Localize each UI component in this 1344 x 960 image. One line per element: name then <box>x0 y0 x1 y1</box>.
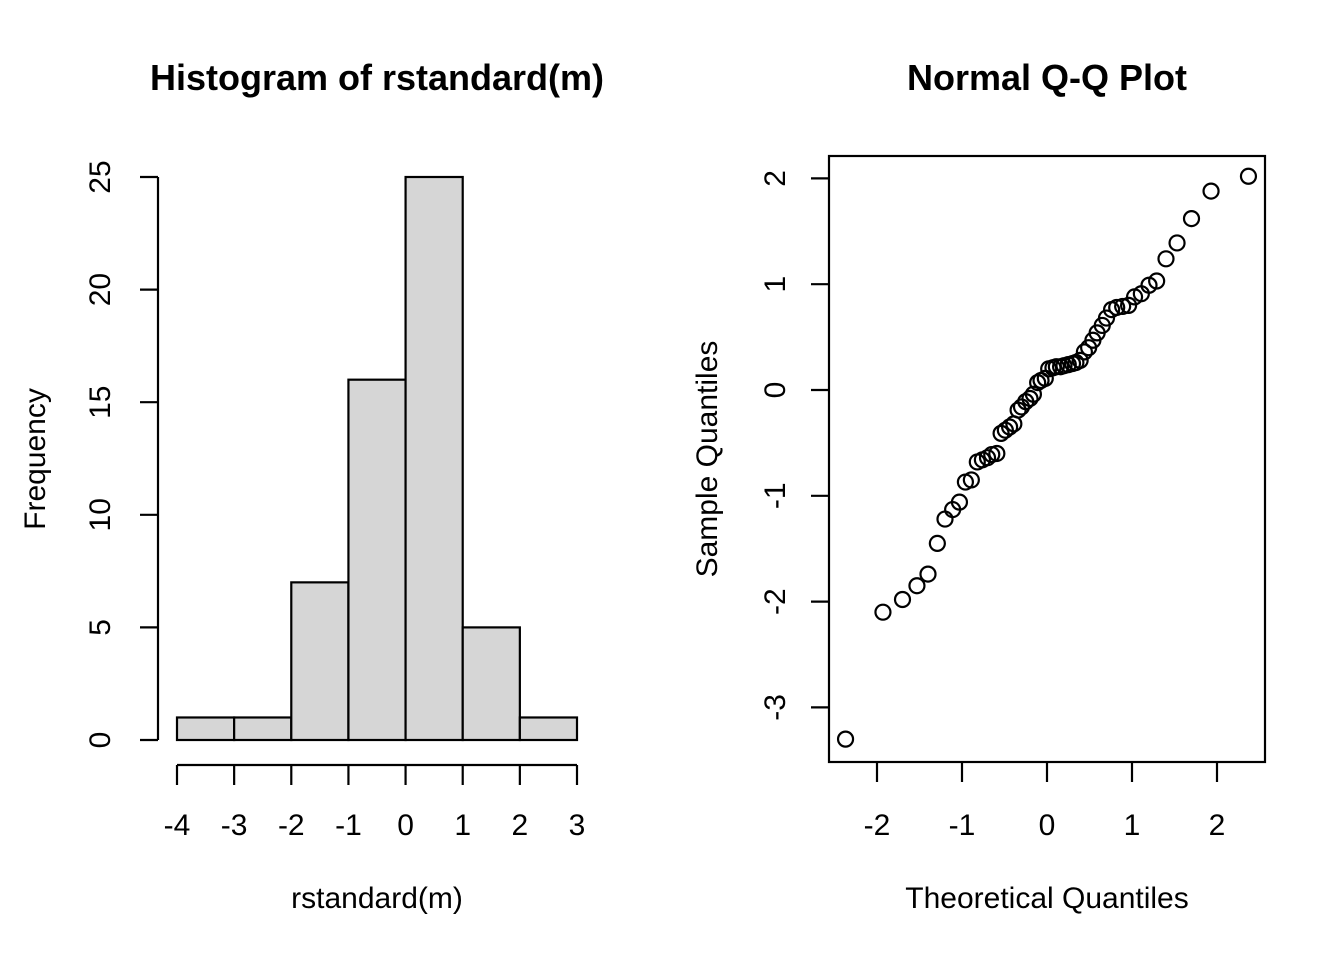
data-point <box>1148 272 1166 290</box>
data-point <box>1157 250 1175 268</box>
qq-title: Normal Q-Q Plot <box>907 57 1187 98</box>
x-tick-label: -1 <box>335 809 362 842</box>
hist-y-axis: 0 5 10 15 20 25 <box>84 160 160 749</box>
qq-x-axis-title: Theoretical Quantiles <box>905 882 1188 915</box>
data-point <box>1168 234 1186 252</box>
histogram-bars <box>175 175 579 742</box>
histogram-bar <box>347 378 407 742</box>
data-point <box>919 565 937 583</box>
y-tick-label: -2 <box>759 588 792 615</box>
hist-y-axis-title: Frequency <box>19 388 52 530</box>
data-point <box>1097 309 1116 327</box>
data-point <box>1024 385 1042 403</box>
x-tick-label: 2 <box>1209 809 1226 842</box>
data-point <box>1021 389 1039 408</box>
data-point <box>1047 358 1065 376</box>
x-tick-label: -2 <box>864 809 891 842</box>
qq-y-axis-title: Sample Quantiles <box>691 341 724 578</box>
y-tick-label: 0 <box>759 382 792 399</box>
histogram-bar <box>175 716 236 742</box>
x-tick-label: -4 <box>164 809 191 842</box>
data-point <box>1108 298 1126 317</box>
hist-title: Histogram of rstandard(m) <box>150 57 604 98</box>
data-point <box>1182 210 1201 228</box>
qq-plot: 2 1 0 -1 -2 -3 -2 -1 0 1 2 Theoretical Quantiles Sam… <box>691 57 1267 915</box>
histogram-bar <box>461 626 521 742</box>
x-tick-label: 1 <box>1124 809 1141 842</box>
data-point <box>978 449 997 467</box>
histogram-bar <box>518 716 579 742</box>
data-point <box>936 510 954 528</box>
data-point <box>1120 296 1138 314</box>
y-tick-label: -3 <box>759 694 792 721</box>
histogram-bar <box>290 581 350 742</box>
data-point <box>962 471 980 489</box>
x-tick-label: 1 <box>454 809 471 842</box>
x-tick-label: -2 <box>278 809 305 842</box>
x-tick-label: -1 <box>949 809 976 842</box>
data-point <box>950 493 969 511</box>
hist-x-axis: -4 -3 -2 -1 0 1 2 3 <box>164 763 586 842</box>
histogram-plot: 0 5 10 15 20 25 -4 -3 -2 -1 0 1 2 3 rstandard(m) Freque… <box>19 57 604 915</box>
y-tick-label: 0 <box>84 732 117 749</box>
data-point <box>988 444 1006 463</box>
qq-points <box>836 167 1258 748</box>
qq-x-axis: -2 -1 0 1 2 <box>864 762 1226 842</box>
data-point <box>874 603 892 621</box>
x-tick-label: -3 <box>221 809 248 842</box>
data-point <box>1075 343 1093 361</box>
data-point <box>836 730 855 748</box>
data-point <box>1071 351 1089 369</box>
y-tick-label: 1 <box>759 276 792 293</box>
x-tick-label: 3 <box>569 809 586 842</box>
data-point <box>928 534 946 553</box>
x-tick-label: 2 <box>512 809 529 842</box>
x-tick-label: 0 <box>397 809 414 842</box>
qq-plot-box <box>827 154 1267 764</box>
data-point <box>1001 418 1019 436</box>
histogram-bar <box>404 175 464 742</box>
data-point <box>908 577 926 595</box>
y-tick-label: 20 <box>84 273 117 306</box>
x-tick-label: 0 <box>1039 809 1056 842</box>
data-point <box>893 590 912 609</box>
histogram-bar <box>233 716 293 742</box>
y-tick-label: 15 <box>84 386 117 419</box>
data-point <box>1114 297 1132 316</box>
y-tick-label: 5 <box>84 619 117 636</box>
data-point <box>1239 167 1258 185</box>
y-tick-label: 25 <box>84 160 117 193</box>
qq-y-axis: 2 1 0 -1 -2 -3 <box>759 170 829 721</box>
y-tick-label: 10 <box>84 498 117 531</box>
y-tick-label: 2 <box>759 170 792 187</box>
data-point <box>1202 182 1220 200</box>
y-tick-label: -1 <box>759 482 792 509</box>
hist-x-axis-title: rstandard(m) <box>291 882 463 915</box>
